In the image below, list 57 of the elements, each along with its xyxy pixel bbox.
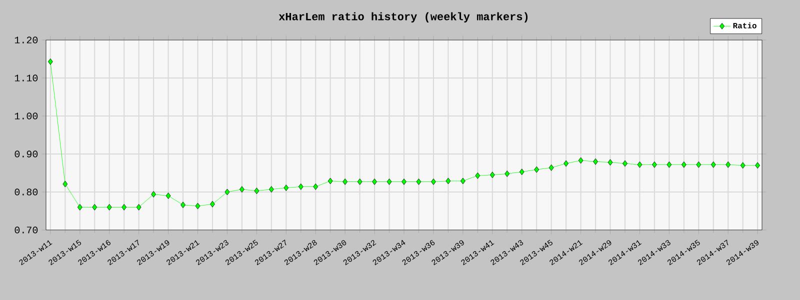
point: [195, 202, 200, 210]
point: [416, 178, 422, 185]
point: [578, 157, 584, 164]
point: [313, 183, 318, 190]
point: [284, 184, 289, 192]
point: [180, 202, 186, 208]
point: [534, 166, 540, 173]
point: [446, 178, 451, 184]
point: [637, 161, 642, 168]
point: [136, 204, 142, 210]
y-tick-label: 1.00: [14, 112, 38, 120]
y-tick-label: 0.80: [14, 188, 38, 196]
point: [740, 162, 746, 169]
point: [490, 172, 495, 178]
point: [298, 183, 304, 190]
point: [386, 178, 392, 185]
point: [210, 200, 215, 208]
point: [48, 58, 53, 65]
y-tick-label: 0.90: [14, 150, 38, 158]
point: [755, 162, 760, 169]
point: [372, 178, 377, 185]
point: [328, 178, 333, 184]
point: [151, 191, 156, 198]
point: [666, 161, 672, 168]
point: [519, 168, 524, 176]
chart-title: xHarLem ratio history (weekly markers): [278, 12, 528, 22]
y-tick-label: 1.10: [14, 74, 38, 82]
point: [696, 161, 702, 168]
point: [652, 161, 657, 168]
point: [239, 186, 244, 193]
point: [402, 178, 406, 185]
point: [357, 178, 362, 185]
point: [608, 159, 613, 166]
point: [681, 161, 686, 168]
point: [166, 192, 171, 199]
point: [254, 188, 260, 194]
point: [460, 178, 466, 184]
point: [106, 204, 112, 210]
point: [431, 178, 436, 185]
legend-label: Ratio: [733, 22, 756, 28]
point: [122, 204, 127, 210]
point: [475, 172, 480, 179]
point: [622, 160, 628, 167]
point: [268, 186, 274, 193]
point: [593, 158, 598, 165]
point: [548, 164, 554, 171]
point: [504, 170, 510, 177]
point: [726, 161, 731, 168]
y-tick-label: 1.20: [14, 36, 38, 44]
point: [62, 180, 68, 188]
point: [77, 204, 82, 210]
y-tick-label: 0.70: [14, 226, 38, 234]
point: [92, 204, 98, 210]
point: [224, 188, 230, 196]
point: [342, 178, 348, 185]
point: [710, 161, 716, 168]
point: [564, 160, 569, 167]
